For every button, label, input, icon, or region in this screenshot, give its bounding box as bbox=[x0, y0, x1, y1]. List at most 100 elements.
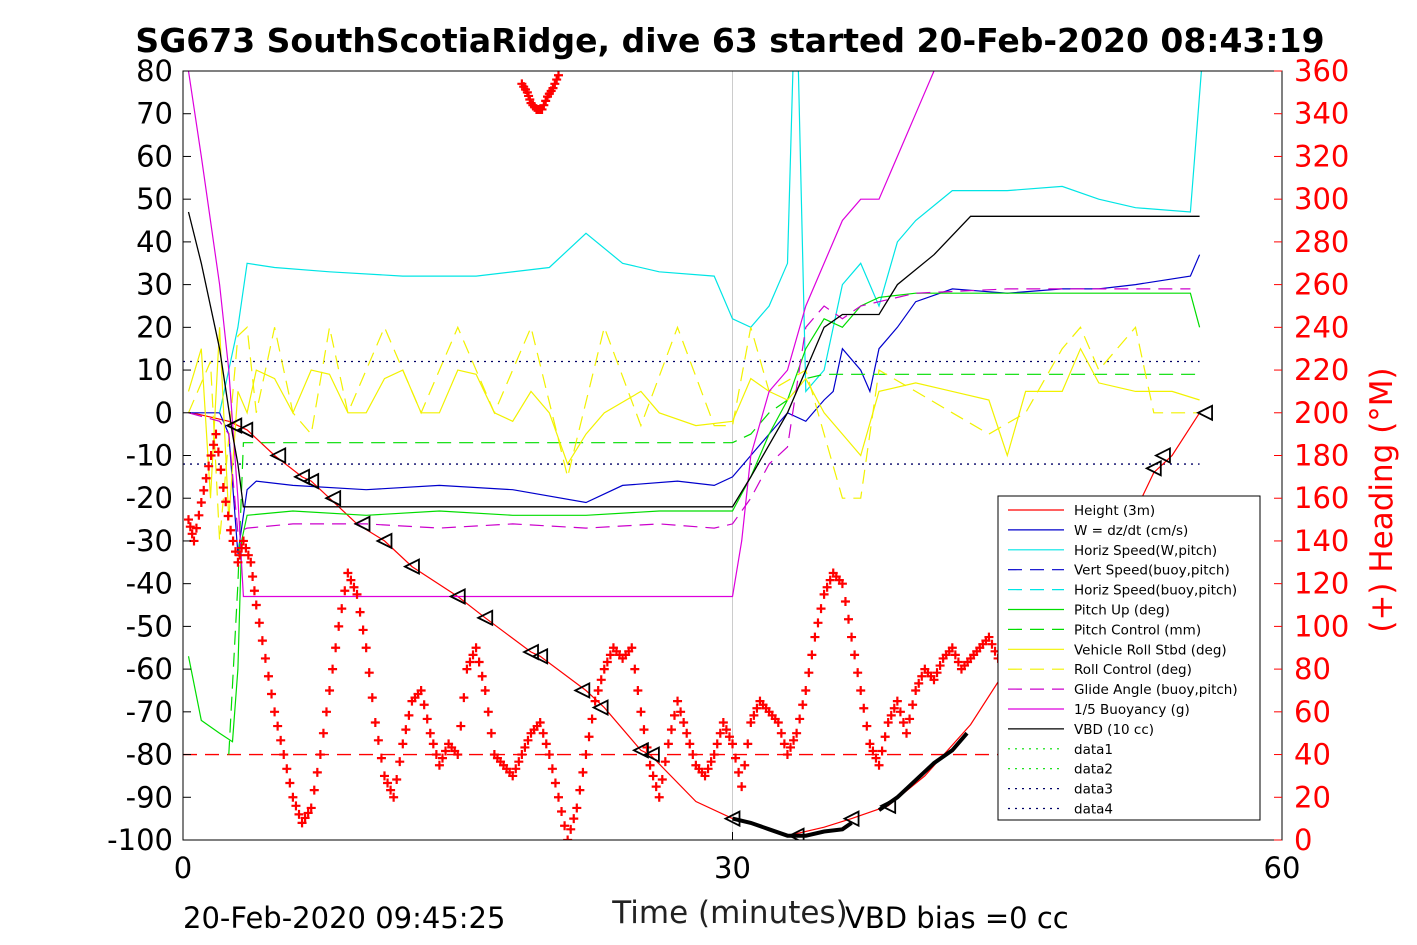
heading-point-243 bbox=[902, 728, 912, 738]
heading-point-207 bbox=[792, 728, 802, 738]
heading-point-189 bbox=[737, 782, 747, 792]
left-tick-label-12: -40 bbox=[126, 567, 173, 601]
heading-point-25 bbox=[241, 543, 251, 553]
heading-point-86 bbox=[422, 714, 432, 724]
legend-entry-10: 1/5 Buoyancy (g) bbox=[1074, 702, 1190, 718]
heading-point-225 bbox=[847, 632, 857, 642]
left-tick-label-4: 40 bbox=[136, 225, 173, 259]
heading-point-119 bbox=[523, 735, 533, 745]
legend: Height (3m) W = dz/dt (cm/s) Horiz Speed(W… bbox=[997, 495, 1261, 821]
heading-point-7 bbox=[199, 485, 209, 495]
height-marker-9 bbox=[448, 588, 466, 605]
legend-entry-13: data2 bbox=[1074, 762, 1113, 778]
heading-point-239 bbox=[889, 703, 899, 713]
legend-entry-6: Pitch Control (mm) bbox=[1074, 622, 1201, 638]
heading-point-236 bbox=[880, 732, 890, 742]
heading-point-173 bbox=[688, 750, 698, 760]
series-vbd bbox=[187, 211, 1200, 508]
height-marker-4 bbox=[302, 472, 320, 490]
heading-point-133 bbox=[566, 824, 576, 834]
heading-point-42 bbox=[288, 792, 298, 802]
height-marker-1 bbox=[236, 421, 254, 439]
heading-point-126 bbox=[544, 750, 554, 760]
heading-point-89 bbox=[431, 750, 441, 760]
heading-point-242 bbox=[898, 718, 908, 728]
heading-point-226 bbox=[850, 650, 860, 660]
legend-entry-4: Horiz Speed(buoy,pitch) bbox=[1074, 583, 1237, 599]
series-roll bbox=[187, 327, 1200, 520]
heading-point-228 bbox=[856, 685, 866, 695]
x-axis-label: Time (minutes) bbox=[611, 895, 847, 931]
heading-point-96 bbox=[453, 750, 463, 760]
heading-point-254 bbox=[935, 661, 945, 671]
heading-point-162 bbox=[654, 792, 664, 802]
heading-point-2 bbox=[187, 529, 197, 539]
heading-point-101 bbox=[468, 650, 478, 660]
heading-point-160 bbox=[648, 771, 658, 781]
heading-point-136 bbox=[575, 785, 585, 795]
height-marker-2 bbox=[269, 447, 287, 464]
heading-point-155 bbox=[633, 685, 643, 695]
heading-point-21 bbox=[233, 557, 243, 567]
heading-point-63 bbox=[352, 589, 362, 599]
heading-point-35 bbox=[267, 689, 277, 699]
left-tick-label-7: 10 bbox=[136, 353, 173, 387]
heading-point-230 bbox=[862, 721, 872, 731]
left-tick-label-6: 20 bbox=[136, 310, 173, 344]
heading-point-222 bbox=[837, 579, 847, 589]
heading-point-204 bbox=[782, 750, 792, 760]
right-tick-label-11: 140 bbox=[1294, 524, 1349, 558]
heading-point-115 bbox=[511, 764, 521, 774]
axes-layer: 80706050403020100-10-20-30-40-50-60-70-8… bbox=[107, 54, 1349, 885]
right-tick-label-3: 300 bbox=[1294, 182, 1349, 216]
heading-point-28 bbox=[248, 572, 258, 582]
heading-point-140 bbox=[587, 714, 597, 724]
legend-entry-1: W = dz/dt (cm/s) bbox=[1074, 523, 1188, 539]
right-tick-label-5: 260 bbox=[1294, 268, 1349, 302]
heading-point-33 bbox=[260, 653, 270, 663]
series-pitch bbox=[187, 292, 1201, 743]
heading-point-13 bbox=[213, 447, 223, 457]
heading-point-164 bbox=[660, 757, 670, 767]
heading-point-193 bbox=[749, 710, 759, 720]
heading-point-287 bbox=[539, 100, 549, 110]
heading-point-201 bbox=[773, 718, 783, 728]
heading-point-68 bbox=[367, 693, 377, 703]
heading-point-97 bbox=[456, 721, 466, 731]
heading-point-88 bbox=[428, 739, 438, 749]
heading-point-247 bbox=[914, 678, 924, 688]
left-tick-label-2: 60 bbox=[136, 139, 173, 173]
heading-point-209 bbox=[798, 700, 808, 710]
heading-point-271 bbox=[987, 639, 997, 649]
heading-point-36 bbox=[270, 707, 280, 717]
heading-point-229 bbox=[859, 703, 869, 713]
heading-point-165 bbox=[663, 739, 673, 749]
heading-point-57 bbox=[334, 621, 344, 631]
chart-title: SG673 SouthScotiaRidge, dive 63 started … bbox=[135, 21, 1324, 60]
heading-point-184 bbox=[721, 725, 731, 735]
legend-entry-7: Vehicle Roll Stbd (deg) bbox=[1074, 642, 1227, 658]
heading-point-102 bbox=[471, 643, 481, 653]
x-tick-label-0: 0 bbox=[174, 851, 192, 885]
heading-point-114 bbox=[508, 771, 518, 781]
heading-point-41 bbox=[285, 778, 295, 788]
heading-point-55 bbox=[328, 664, 338, 674]
right-tick-label-8: 200 bbox=[1294, 396, 1349, 430]
heading-point-241 bbox=[895, 707, 905, 717]
heading-point-90 bbox=[434, 760, 444, 770]
heading-point-22 bbox=[235, 550, 245, 560]
heading-point-192 bbox=[746, 718, 756, 728]
right-tick-label-13: 100 bbox=[1294, 609, 1349, 643]
heading-point-50 bbox=[312, 767, 322, 777]
heading-point-99 bbox=[462, 664, 472, 674]
heading-point-48 bbox=[306, 803, 316, 813]
heading-point-44 bbox=[294, 809, 304, 819]
heading-point-213 bbox=[810, 632, 820, 642]
heading-point-194 bbox=[752, 703, 762, 713]
heading-point-134 bbox=[569, 814, 579, 824]
heading-point-212 bbox=[807, 650, 817, 660]
heading-point-217 bbox=[822, 582, 832, 592]
heading-point-178 bbox=[703, 764, 713, 774]
heading-point-188 bbox=[734, 767, 744, 777]
